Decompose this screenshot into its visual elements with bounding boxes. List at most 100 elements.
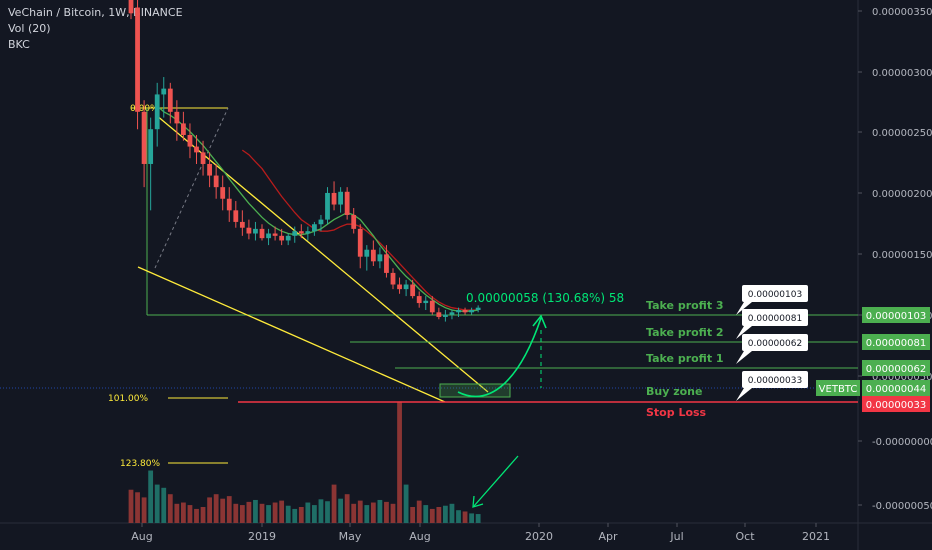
axis-price-marker — [862, 396, 930, 412]
projection-curve — [457, 317, 542, 398]
candle-body — [377, 254, 383, 262]
bkc-indicator-label[interactable]: BKC — [8, 38, 30, 51]
candle-body — [423, 300, 429, 304]
candle-body — [443, 314, 448, 317]
volume-bar — [187, 505, 193, 523]
price-callout-text: 0.00000062 — [748, 339, 802, 349]
x-tick-label: Jul — [669, 530, 683, 543]
price-callout-box — [742, 371, 808, 388]
candle-body — [449, 312, 455, 315]
candle-body — [403, 284, 409, 290]
wedge-lower-line — [137, 266, 446, 403]
candle-body — [390, 272, 396, 285]
x-tick-label: May — [339, 530, 362, 543]
candle-body — [167, 88, 173, 112]
candle-body — [207, 163, 212, 176]
candle-body — [344, 191, 350, 215]
candle-body — [312, 224, 317, 232]
candle-body — [148, 129, 154, 164]
volume-bar — [167, 494, 173, 523]
candle-body — [154, 94, 160, 130]
candle-body — [429, 300, 435, 313]
volume-bar — [181, 502, 186, 523]
buy-zone-box — [439, 383, 511, 398]
candle-body — [279, 235, 285, 241]
candle-body — [475, 307, 481, 311]
candle-body — [364, 249, 370, 257]
candle-body — [181, 123, 186, 135]
x-tick-label: 2020 — [525, 530, 553, 543]
volume-bar — [397, 401, 402, 523]
candle-body — [462, 310, 468, 313]
axis-price-marker — [862, 380, 930, 396]
volume-bar — [429, 508, 435, 523]
price-callout-box — [742, 309, 808, 326]
volume-bar — [449, 503, 455, 523]
candle-body — [331, 192, 337, 205]
volume-bar — [469, 513, 474, 523]
axis-price-marker-text: 0.00000062 — [866, 364, 926, 375]
volume-bar — [213, 494, 219, 523]
axis-price-marker-text: 0.00000081 — [866, 338, 926, 349]
candle-body — [397, 284, 402, 290]
candle-body — [351, 214, 357, 229]
volume-bar — [443, 505, 448, 523]
candle-body — [141, 111, 147, 164]
volume-bar — [331, 484, 337, 523]
candle-body — [128, 0, 134, 14]
projection-label: 0.00000058 (130.68%) 58 — [466, 291, 624, 305]
x-tick-label: 2021 — [802, 530, 830, 543]
candle-body — [135, 7, 140, 112]
volume-bar — [410, 507, 416, 523]
candle-body — [259, 228, 265, 239]
volume-bar — [384, 501, 389, 523]
candle-body — [272, 233, 278, 236]
volume-bar — [226, 496, 232, 523]
price-callout-pointer — [736, 302, 752, 315]
volume-bar — [259, 503, 265, 523]
volume-bar — [390, 503, 396, 523]
wedge-upper-line — [155, 114, 489, 393]
candle-body — [253, 228, 258, 234]
price-callout-text: 0.00000103 — [748, 290, 802, 300]
volume-bar — [246, 501, 252, 523]
candle-body — [305, 231, 311, 234]
level-label: Take profit 2 — [646, 326, 724, 339]
projection-arrow-head — [532, 314, 547, 329]
volume-bar — [279, 500, 285, 523]
volume-bar — [233, 503, 239, 523]
candle-body — [233, 210, 239, 222]
volume-bar — [416, 500, 422, 523]
volume-bar — [148, 470, 154, 523]
y-tick-label: 0.00000300 — [872, 68, 932, 79]
volume-bar — [174, 503, 180, 523]
axis-price-marker — [862, 334, 930, 350]
price-callout-pointer — [736, 351, 752, 364]
volume-bar — [377, 499, 383, 523]
volume-bar — [194, 508, 199, 523]
candle-body — [298, 231, 304, 234]
x-tick-label: 2019 — [248, 530, 276, 543]
volume-indicator-label[interactable]: Vol (20) — [8, 22, 51, 35]
y-tick-label: 0.00000200 — [872, 189, 932, 200]
volume-bar — [357, 500, 363, 523]
volume-arrow-head — [472, 495, 484, 508]
candle-body — [239, 221, 245, 228]
axis-price-marker — [862, 307, 930, 323]
volume-bar — [135, 492, 140, 523]
volume-bar — [292, 508, 298, 523]
volume-bar — [456, 510, 461, 523]
volume-bar — [325, 501, 330, 523]
symbol-badge-text: VETBTC — [819, 384, 858, 395]
volume-bar — [285, 505, 291, 523]
volume-bar — [344, 494, 350, 523]
volume-bar — [370, 502, 376, 523]
candle-body — [436, 312, 442, 317]
level-label: Stop Loss — [646, 406, 707, 419]
candle-body — [174, 111, 180, 124]
candle-body — [456, 310, 461, 313]
volume-bar — [338, 498, 343, 523]
level-label: Take profit 1 — [646, 352, 724, 365]
symbol-badge — [816, 380, 860, 396]
